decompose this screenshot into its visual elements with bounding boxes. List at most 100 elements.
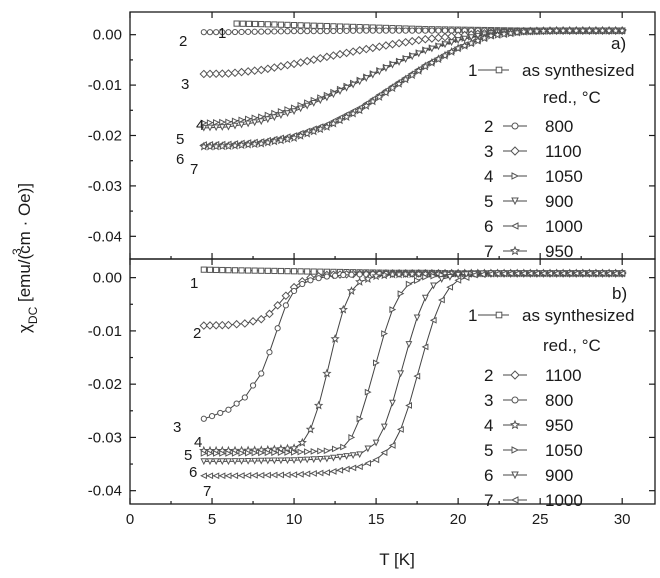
circle-marker — [356, 271, 363, 278]
diamond-marker — [281, 291, 291, 301]
diamond-marker — [232, 319, 241, 329]
y-tick-label: -0.04 — [88, 483, 122, 500]
circle-marker — [217, 409, 224, 417]
legend-label: 900 — [545, 466, 573, 485]
triangle-down-marker — [438, 276, 446, 283]
legend-label: 950 — [545, 242, 573, 261]
circle-marker — [249, 382, 257, 389]
triangle-right-marker — [200, 449, 208, 457]
star-marker — [302, 128, 312, 138]
star-marker — [355, 105, 365, 115]
curve-label: 3 — [181, 76, 189, 93]
diamond-marker — [265, 309, 274, 319]
legend-subheader: red., °C — [543, 88, 601, 107]
square-marker — [200, 266, 207, 273]
star-marker — [414, 65, 424, 75]
curve-label: 2 — [193, 325, 201, 342]
diamond-marker — [217, 69, 227, 78]
circle-marker — [200, 29, 207, 36]
triangle-right-marker — [231, 117, 239, 125]
triangle-left-marker — [546, 269, 554, 277]
diamond-marker — [205, 321, 215, 330]
x-tick-label: 0 — [126, 511, 134, 528]
triangle-right-marker — [245, 115, 252, 123]
circle-marker — [284, 28, 291, 35]
triangle-right-marker — [364, 388, 372, 396]
star-marker — [341, 111, 352, 121]
triangle-right-marker — [304, 448, 311, 456]
legend-label: 1100 — [545, 142, 582, 161]
triangle-right-marker — [389, 306, 397, 314]
star-marker — [346, 286, 357, 295]
legend-number: 3 — [484, 142, 493, 161]
diamond-marker — [322, 52, 332, 62]
circle-marker — [290, 28, 298, 35]
star-marker — [433, 54, 444, 64]
x-axis-title: T [K] — [379, 550, 415, 569]
triangle-left-marker — [364, 459, 371, 467]
triangle-left-marker — [349, 464, 357, 472]
square-marker — [284, 268, 291, 275]
diamond-marker — [211, 69, 221, 79]
circle-marker — [274, 325, 281, 332]
square-marker — [495, 311, 503, 319]
triangle-right-marker — [405, 280, 413, 288]
legend-label: 800 — [545, 391, 573, 410]
circle-marker — [264, 28, 271, 35]
circle-marker — [277, 28, 285, 35]
legend-number: 2 — [484, 366, 493, 385]
triangle-down-marker — [421, 47, 429, 55]
triangle-right-marker — [331, 445, 339, 453]
diamond-marker — [273, 301, 282, 310]
triangle-down-marker — [270, 457, 278, 465]
triangle-down-marker — [212, 124, 220, 132]
x-tick-label: 30 — [614, 511, 631, 528]
star-marker — [289, 133, 299, 142]
legend-number: 6 — [484, 217, 493, 236]
triangle-down-marker — [402, 56, 410, 64]
diamond-marker — [375, 42, 384, 51]
legend-number: 3 — [484, 391, 493, 410]
circle-marker — [315, 275, 322, 282]
square-marker — [231, 267, 239, 274]
triangle-down-marker — [405, 341, 413, 348]
triangle-down-marker — [290, 108, 298, 116]
y-tick-label: -0.01 — [88, 77, 122, 94]
legend-subheader: red., °C — [543, 336, 601, 355]
circle-marker — [331, 272, 339, 279]
triangle-down-marker — [511, 197, 519, 206]
triangle-down-marker — [264, 457, 272, 465]
triangle-down-marker — [277, 112, 285, 120]
triangle-left-marker — [342, 465, 350, 473]
circle-marker — [297, 28, 304, 35]
triangle-right-marker — [381, 330, 389, 337]
square-marker — [297, 22, 304, 29]
circle-marker — [323, 28, 330, 35]
triangle-left-marker — [224, 472, 232, 480]
triangle-left-marker — [438, 296, 445, 304]
triangle-right-marker — [414, 277, 421, 284]
square-marker — [258, 20, 265, 28]
plot-area — [199, 20, 627, 151]
y-tick-label: -0.03 — [88, 429, 122, 446]
y-tick-label: -0.01 — [88, 323, 122, 340]
square-marker — [258, 267, 265, 274]
star-marker — [328, 118, 339, 128]
legend-label: as synthesized — [522, 306, 634, 325]
y-axis-title: χDC [emu/(cm · Oe)]3 — [10, 183, 40, 333]
triangle-down-marker — [231, 122, 239, 130]
square-marker — [206, 266, 214, 273]
star-marker — [371, 271, 381, 281]
circle-marker — [382, 27, 390, 34]
triangle-right-marker — [422, 273, 430, 281]
triangle-down-marker — [454, 37, 462, 44]
star-marker — [355, 276, 365, 286]
triangle-left-marker — [277, 471, 285, 479]
triangle-left-marker — [618, 269, 626, 277]
circle-marker — [343, 27, 350, 34]
star-marker — [361, 101, 371, 110]
star-marker — [407, 70, 417, 80]
triangle-down-marker — [231, 458, 239, 466]
triangle-left-marker — [303, 470, 311, 478]
legend-number: 4 — [484, 167, 493, 186]
